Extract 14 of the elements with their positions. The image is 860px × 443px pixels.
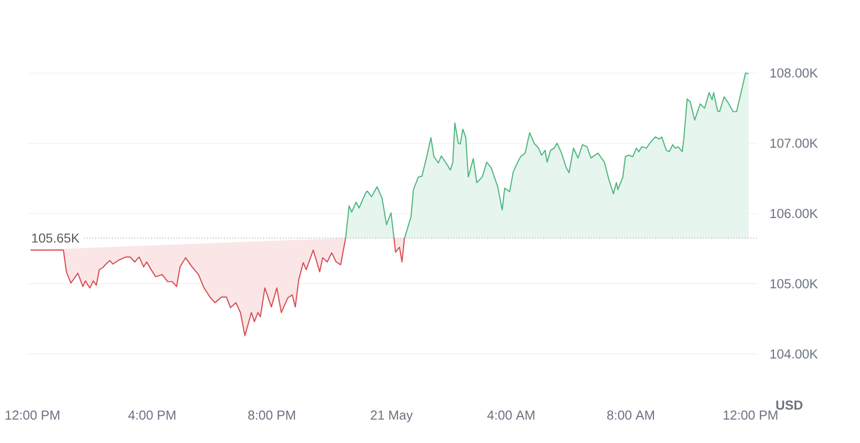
x-tick-label: 8:00 AM	[607, 410, 654, 420]
y-tick-label: 105.00K	[770, 279, 818, 288]
y-tick-label: 107.00K	[770, 138, 818, 148]
x-tick-label: 12:00 PM	[724, 410, 778, 420]
x-tick-label: 21 May	[370, 410, 413, 422]
y-tick-label: 106.00K	[770, 208, 818, 218]
y-tick-label: 104.00K	[770, 349, 818, 359]
ref-line-label: 105.65K	[32, 233, 80, 243]
x-tick-label: 12:00 PM	[6, 410, 60, 420]
y-axis-title: USD	[776, 400, 802, 410]
x-tick-label: 4:00 PM	[128, 410, 176, 420]
x-tick-label: 4:00 AM	[487, 410, 534, 420]
y-tick-label: 108.00K	[770, 68, 818, 78]
x-tick-label: 8:00 PM	[248, 410, 295, 420]
